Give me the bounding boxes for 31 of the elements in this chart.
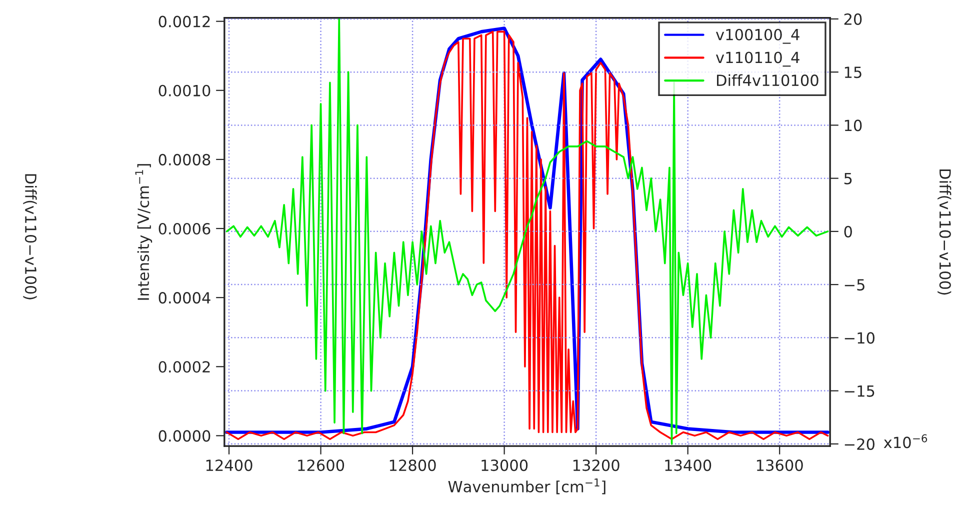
x-tick-label: 12600 <box>298 460 344 472</box>
y2-tick-label: −10 <box>844 332 874 344</box>
y-tick-label: 0.0004 <box>158 292 210 304</box>
x-tick-label: 13000 <box>482 460 528 472</box>
legend-label: Diff4v110100 <box>717 74 818 86</box>
y2-tick-label: 0 <box>844 226 852 238</box>
y2-tick-label: 20 <box>844 13 862 25</box>
y-axis-title: Intensity [V/cm$^{−1}$] <box>135 164 152 300</box>
y-tick-label: 0.0006 <box>158 222 210 235</box>
x-tick-label: 12400 <box>206 460 252 472</box>
legend-label: v100100_4 <box>716 28 800 44</box>
y2-tick-label: −20 <box>844 438 874 450</box>
legend-label: v110110_4 <box>716 52 800 67</box>
text: Diff(v110−v100) <box>23 174 37 300</box>
text: x10$^{−6}$ <box>884 434 928 448</box>
y-tick-label: 0.0012 <box>158 16 210 28</box>
x-tick-label: 13200 <box>573 460 620 472</box>
y2-tick-label: 5 <box>844 172 852 184</box>
y2-tick-label: 15 <box>844 66 862 78</box>
x-tick-label: 13400 <box>665 460 712 472</box>
x-axis-title: Wavenumber [cm$^{−1}$] <box>448 478 606 494</box>
y-tick-label: 0.0000 <box>158 430 210 442</box>
x-tick-label: 12800 <box>390 460 436 472</box>
y2-axis-title: Diff(v110−v100) <box>938 170 952 295</box>
y2-tick-label: 10 <box>844 120 862 132</box>
y2-tick-label: −5 <box>844 279 864 291</box>
y-tick-label: 0.0008 <box>158 154 210 166</box>
y-tick-label: 0.0010 <box>158 84 210 96</box>
y2-tick-label: −15 <box>844 385 874 397</box>
y-tick-label: 0.0002 <box>158 361 210 373</box>
x-tick-label: 13600 <box>756 460 803 472</box>
